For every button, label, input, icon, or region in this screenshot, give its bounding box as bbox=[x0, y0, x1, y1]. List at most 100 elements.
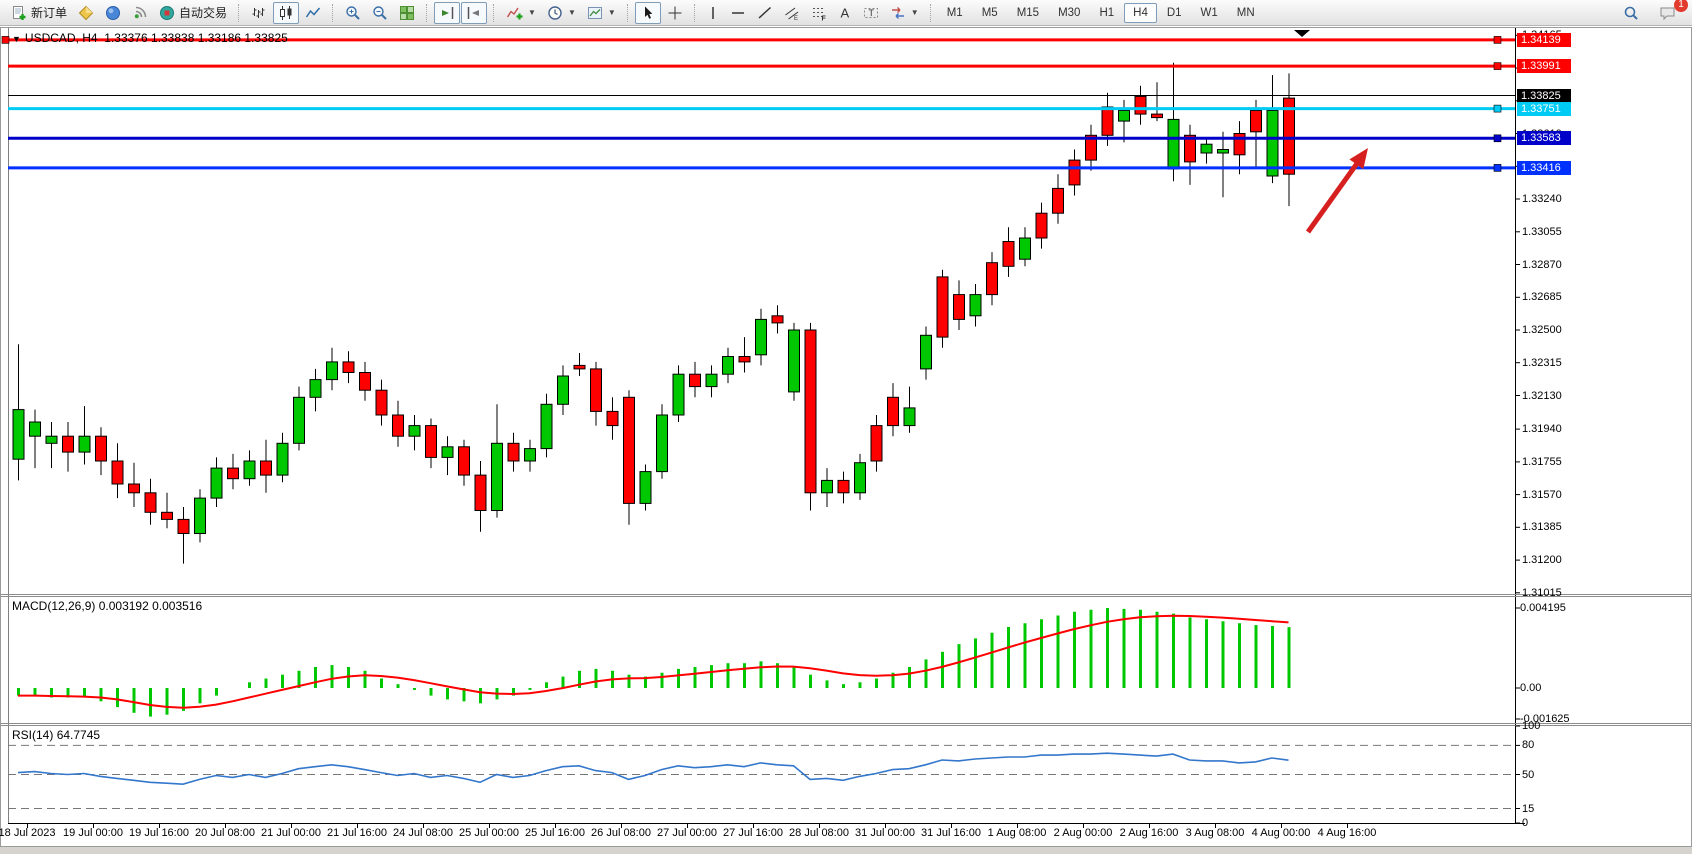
arrow-annotation[interactable] bbox=[1305, 159, 1361, 234]
candle-body bbox=[194, 497, 206, 535]
candle-body bbox=[1052, 187, 1064, 214]
ohlc-readout: 1.33376 1.33838 1.33186 1.33825 bbox=[104, 31, 288, 45]
timeframe-m5-button[interactable]: M5 bbox=[973, 3, 1007, 23]
timeframe-w1-button[interactable]: W1 bbox=[1192, 3, 1227, 23]
chart-shift-button[interactable] bbox=[461, 1, 488, 24]
timeframe-d1-button[interactable]: D1 bbox=[1158, 3, 1191, 23]
candle-body bbox=[1002, 241, 1015, 267]
candle-body bbox=[705, 373, 718, 388]
candle-body bbox=[326, 361, 338, 381]
tile-windows-button[interactable] bbox=[394, 2, 420, 24]
chevron-down-icon: ▼ bbox=[910, 8, 919, 17]
channel-icon: E bbox=[784, 5, 800, 21]
candle-body bbox=[177, 518, 190, 535]
trendline-button[interactable] bbox=[752, 2, 778, 24]
vertical-line-button[interactable] bbox=[702, 2, 724, 24]
line-handle[interactable] bbox=[1493, 36, 1502, 44]
indicators-button[interactable]: ▼ bbox=[501, 2, 541, 24]
line-handle[interactable] bbox=[1, 36, 10, 44]
candle-body bbox=[161, 511, 173, 520]
signals-button[interactable] bbox=[127, 2, 153, 24]
window-border bbox=[0, 27, 1692, 853]
candle-body bbox=[920, 334, 932, 370]
toolbar-separator bbox=[332, 3, 334, 22]
svg-text:E: E bbox=[794, 16, 798, 21]
line-handle[interactable] bbox=[1493, 164, 1502, 172]
community-icon bbox=[105, 5, 121, 21]
candlestick-button[interactable] bbox=[273, 1, 300, 24]
candle-body bbox=[1085, 134, 1097, 161]
cursor-button[interactable] bbox=[634, 1, 661, 24]
zoom-in-button[interactable] bbox=[340, 2, 366, 24]
candle-body bbox=[540, 403, 553, 450]
candle-body bbox=[1266, 110, 1279, 177]
candle-body bbox=[854, 462, 866, 494]
autoscroll-button[interactable] bbox=[434, 1, 461, 24]
candle-body bbox=[1151, 113, 1163, 119]
line-handle[interactable] bbox=[1493, 134, 1502, 143]
candle-body bbox=[738, 356, 751, 363]
candle-body bbox=[1019, 237, 1031, 260]
community-button[interactable] bbox=[100, 2, 126, 24]
timeframe-mn-button[interactable]: MN bbox=[1228, 3, 1264, 23]
timeframe-m15-button[interactable]: M15 bbox=[1008, 3, 1048, 23]
search-icon bbox=[1623, 5, 1639, 21]
chart-shift-icon bbox=[466, 5, 482, 21]
candle-body bbox=[260, 460, 272, 476]
crosshair-icon bbox=[667, 5, 683, 21]
chat-button[interactable]: 1 bbox=[1654, 0, 1688, 24]
candle-body bbox=[837, 479, 850, 494]
text-button[interactable]: A bbox=[833, 2, 857, 24]
candle-body bbox=[293, 396, 305, 444]
candle-body bbox=[458, 446, 470, 476]
candle-body bbox=[639, 471, 652, 504]
fibonacci-icon: F bbox=[811, 5, 827, 21]
timeframe-group: M1 M5 M15 M30 H1 H4 D1 W1 MN bbox=[938, 2, 1264, 23]
line-handle[interactable] bbox=[1493, 104, 1502, 113]
toolbar-separator bbox=[426, 3, 428, 22]
bar-chart-button[interactable] bbox=[246, 2, 272, 24]
candle-body bbox=[276, 442, 289, 476]
autotrading-label: 自动交易 bbox=[179, 6, 228, 20]
candle-body bbox=[689, 373, 701, 388]
candle-body bbox=[953, 294, 965, 320]
candle-body bbox=[573, 364, 586, 370]
templates-button[interactable]: ▼ bbox=[582, 2, 621, 24]
autotrading-button[interactable]: 自动交易 bbox=[154, 2, 232, 24]
candle-body bbox=[870, 425, 883, 462]
timeframe-m1-button[interactable]: M1 bbox=[938, 3, 972, 23]
timeframe-h1-button[interactable]: H1 bbox=[1090, 3, 1123, 23]
line-chart-button[interactable] bbox=[300, 2, 326, 24]
candle-body bbox=[309, 379, 322, 398]
timeframe-m30-button[interactable]: M30 bbox=[1049, 3, 1089, 23]
editor-button[interactable] bbox=[73, 2, 99, 24]
timeframe-h4-button[interactable]: H4 bbox=[1124, 2, 1157, 23]
crosshair-button[interactable] bbox=[662, 2, 688, 24]
candle-body bbox=[887, 396, 899, 427]
candle-body bbox=[656, 414, 668, 473]
text-label-button[interactable]: T bbox=[858, 2, 884, 24]
line-handle[interactable] bbox=[1493, 62, 1502, 70]
candle-body bbox=[969, 294, 982, 317]
candle-body bbox=[1118, 110, 1130, 122]
editor-icon bbox=[78, 5, 94, 21]
chart-title: ▼ USDCAD, H4 1.33376 1.33838 1.33186 1.33… bbox=[12, 31, 288, 45]
periods-button[interactable]: ▼ bbox=[542, 2, 581, 24]
arrows-button[interactable]: ▼ bbox=[885, 2, 924, 24]
search-button[interactable] bbox=[1618, 2, 1644, 24]
arrow-annotation-head[interactable] bbox=[1349, 148, 1368, 170]
new-order-button[interactable]: 新订单 bbox=[6, 2, 72, 24]
toolbar-separator bbox=[626, 3, 629, 22]
zoom-out-button[interactable] bbox=[367, 2, 393, 24]
candle-body bbox=[1035, 212, 1048, 239]
fibonacci-button[interactable]: F bbox=[806, 2, 832, 24]
candle-body bbox=[672, 373, 685, 416]
candle-body bbox=[111, 460, 124, 485]
candle-body bbox=[1233, 133, 1246, 156]
channel-button[interactable]: E bbox=[779, 2, 805, 24]
candle-body bbox=[45, 435, 58, 444]
horizontal-line-button[interactable] bbox=[725, 2, 751, 24]
text-icon: A bbox=[838, 5, 852, 21]
candle-body bbox=[1068, 159, 1081, 186]
